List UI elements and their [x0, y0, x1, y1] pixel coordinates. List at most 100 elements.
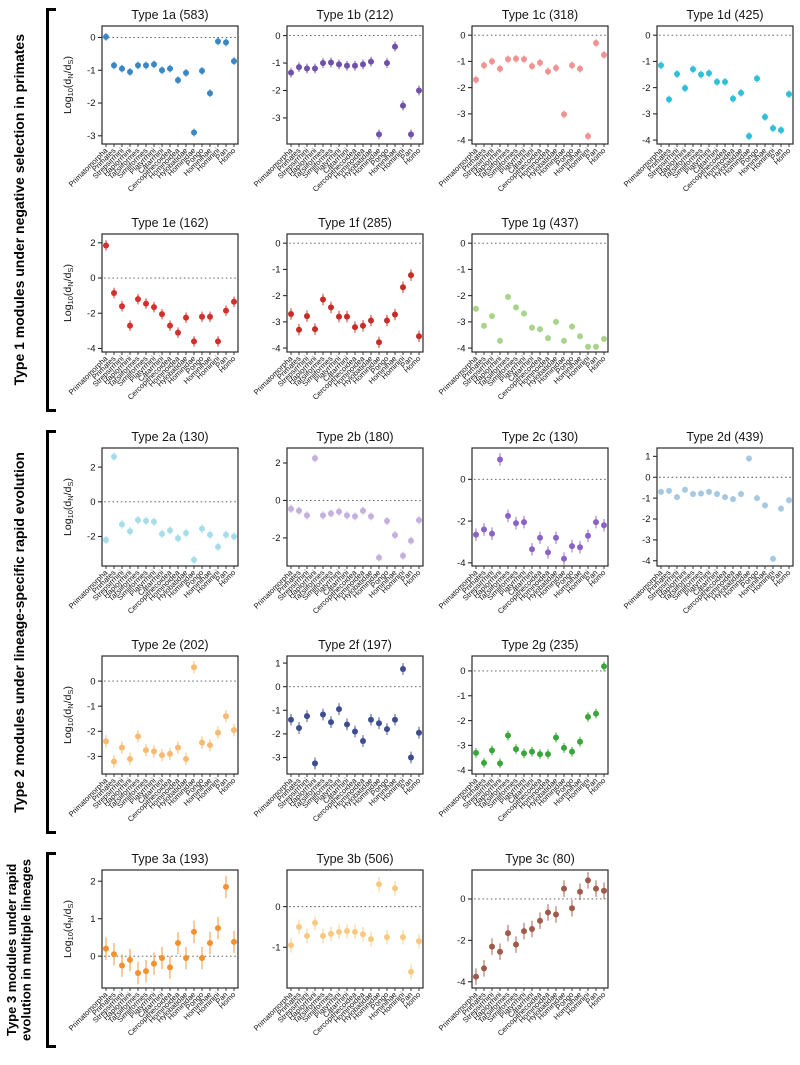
plot-frame — [286, 25, 424, 145]
plot-frame — [656, 447, 794, 567]
y-tick-label: 0 — [275, 496, 280, 507]
y-tick-label: -4 — [272, 343, 280, 354]
data-point — [513, 941, 519, 948]
section-3-side-label: Type 3 modules under rapid evolution in … — [0, 848, 40, 1052]
data-point — [143, 62, 149, 69]
y-tick-label: -2 — [272, 729, 280, 740]
subplot-title: Type 1b (212) — [316, 8, 393, 22]
data-point — [127, 322, 133, 329]
data-point — [553, 911, 559, 918]
y-tick-label: -2 — [87, 308, 95, 319]
subplot-type-1f: Type 1f (285)0-1-2-3-4PrimatomorphaPrima… — [252, 216, 424, 402]
y-axis-label: Log10(dN/dS) — [62, 686, 75, 744]
data-point — [569, 62, 575, 69]
plot-frame — [101, 25, 239, 145]
data-point — [473, 531, 479, 538]
data-point — [722, 78, 728, 85]
data-point — [312, 326, 318, 333]
subplot-type-2g: Type 2g (235)0-1-2-3-4PrimatomorphaPrima… — [437, 638, 609, 824]
data-point — [191, 556, 197, 563]
y-tick-label: -2 — [272, 291, 280, 302]
subplot-type-2e: Type 2e (202)0-1-2-3PrimatomorphaPrimate… — [62, 638, 239, 824]
data-point — [416, 938, 422, 945]
plot-frame — [286, 447, 424, 567]
data-point — [754, 495, 760, 502]
data-point — [288, 69, 294, 76]
data-point — [545, 68, 551, 75]
data-point — [175, 940, 181, 947]
data-point — [215, 925, 221, 932]
data-point — [191, 928, 197, 935]
data-point — [368, 58, 374, 65]
data-point — [577, 333, 583, 340]
data-point — [151, 960, 157, 967]
data-point — [384, 934, 390, 941]
y-tick-label: -1 — [87, 65, 95, 76]
data-point — [143, 747, 149, 754]
data-point — [111, 951, 117, 958]
y-tick-label: 2 — [90, 462, 95, 473]
data-point — [119, 521, 125, 528]
y-tick-label: -4 — [642, 556, 650, 567]
data-point — [778, 127, 784, 134]
data-point — [119, 303, 125, 310]
data-point — [376, 881, 382, 888]
data-point — [473, 973, 479, 980]
data-point — [135, 296, 141, 303]
data-point — [103, 945, 109, 952]
data-point — [561, 885, 567, 892]
data-point — [690, 66, 696, 73]
y-tick-label: -1 — [457, 691, 465, 702]
y-tick-label: 1 — [90, 914, 95, 925]
data-point — [682, 85, 688, 92]
plot-frame — [471, 25, 609, 145]
data-point — [127, 528, 133, 535]
y-tick-label: -1 — [272, 705, 280, 716]
data-point — [111, 62, 117, 69]
data-point — [175, 744, 181, 751]
y-tick-label: 0 — [645, 472, 650, 483]
y-tick-label: 0 — [275, 682, 280, 693]
data-point — [175, 535, 181, 542]
data-point — [593, 710, 599, 717]
y-tick-label: 0 — [460, 238, 465, 249]
y-tick-label: -3 — [457, 317, 465, 328]
data-point — [521, 519, 527, 526]
data-point — [545, 549, 551, 556]
section-2-label-text: Type 2 modules under lineage-specific ra… — [11, 451, 28, 813]
data-point — [151, 304, 157, 311]
data-point — [127, 68, 133, 75]
data-point — [754, 75, 760, 82]
data-point — [706, 488, 712, 495]
data-point — [175, 77, 181, 84]
data-point — [199, 525, 205, 532]
data-point — [328, 59, 334, 66]
data-point — [408, 537, 414, 544]
y-tick-label: -2 — [642, 83, 650, 94]
y-tick-label: 0 — [460, 30, 465, 41]
data-point — [497, 337, 503, 344]
data-point — [416, 517, 422, 524]
y-tick-label: -3 — [272, 113, 280, 124]
data-point — [505, 56, 511, 63]
data-point — [135, 62, 141, 69]
subplot-title: Type 3a (193) — [131, 852, 208, 866]
data-point — [513, 304, 519, 311]
data-point — [167, 527, 173, 534]
data-point — [545, 335, 551, 342]
plot-frame — [471, 447, 609, 567]
y-axis-label: Log10(dN/dS) — [62, 900, 75, 958]
data-point — [569, 905, 575, 912]
data-point — [151, 518, 157, 525]
data-point — [416, 87, 422, 94]
data-point — [344, 512, 350, 519]
data-point — [585, 877, 591, 884]
data-point — [529, 926, 535, 932]
data-point — [561, 111, 567, 118]
data-point — [481, 322, 487, 329]
data-point — [601, 663, 607, 670]
subplot-title: Type 1a (583) — [131, 8, 208, 22]
y-tick-label: -3 — [272, 317, 280, 328]
data-point — [489, 943, 495, 950]
data-point — [569, 748, 575, 755]
